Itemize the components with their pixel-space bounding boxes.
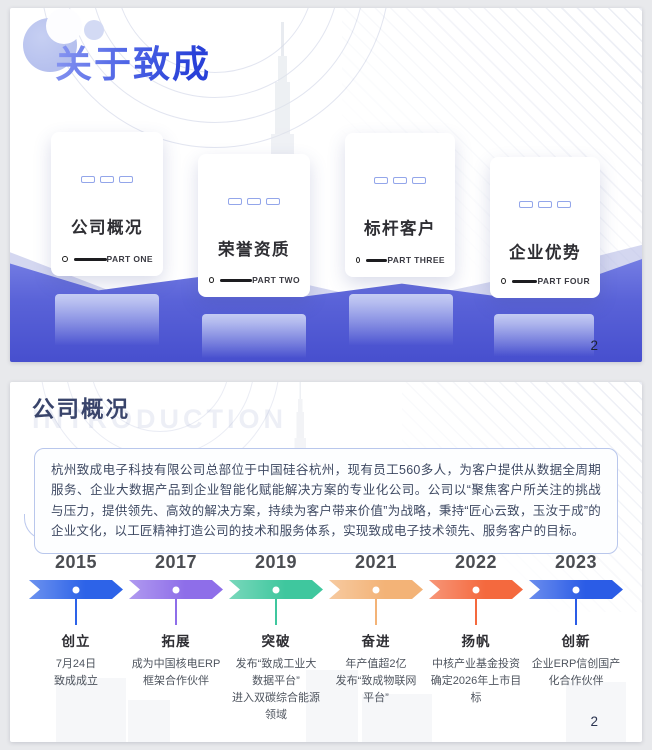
timeline-item-2015: 2015 创立 7月24日 致成成立 [26,552,126,724]
timeline-year: 2017 [154,552,198,572]
timeline-year: 2021 [354,552,398,572]
circle-bullet-icon [356,257,361,263]
timeline-item-2022: 2022 扬帆 中核产业基金投资 确定2026年上市目 标 [426,552,526,724]
circle-bullet-icon [209,277,215,283]
divider-line [366,258,388,262]
timeline-dot-icon [273,586,280,593]
slide-about[interactable]: 关于致成 公司概况 PART ONE 荣誉资质 PART TWO 标杆客户 PA… [10,8,642,362]
section-card-customers[interactable]: 标杆客户 PART THREE [345,133,455,277]
timeline-description: 成为中国核电ERP 框架合作伙伴 [131,658,221,688]
window-rects-icon [51,176,163,183]
skyline-watermark [362,694,432,742]
timeline-description: 7月24日 致成成立 [54,658,98,688]
timeline-connector [474,599,478,625]
timeline-dot-icon [573,586,580,593]
divider-line [511,279,538,283]
timeline-dot-icon [73,586,80,593]
timeline-label: 扬帆 [461,634,491,649]
timeline-item-2017: 2017 拓展 成为中国核电ERP 框架合作伙伴 [126,552,226,724]
card-reflection [494,314,594,360]
circle-bullet-icon [501,278,506,284]
section-card-honors[interactable]: 荣誉资质 PART TWO [198,154,310,297]
company-intro-text: 杭州致成电子科技有限公司总部位于中国硅谷杭州，现有员工560多人，为客户提供从数… [34,448,618,554]
window-rects-icon [198,198,310,205]
part-label: PART THREE [387,255,445,265]
timeline-arrow [229,580,323,599]
timeline: 2015 创立 7月24日 致成成立 2017 拓展 成为中国核电ERP 框架合… [26,552,626,724]
page-number: 2 [590,714,598,729]
slide-title: 公司概况 [32,397,131,422]
skyline-watermark [306,670,358,742]
timeline-description: 发布“致成工业大 数据平台” 进入双碳综合能源 领域 [232,658,320,722]
circle-decoration [46,8,82,44]
timeline-arrow [429,580,523,599]
timeline-description: 年产值超2亿 发布“致成物联网 平台” [335,658,417,705]
window-rects-icon [345,177,455,184]
part-label: PART FOUR [537,276,590,286]
card-title: 企业优势 [509,244,581,262]
timeline-arrow [329,580,423,599]
window-rects-icon [490,201,600,208]
page-number: 2 [590,338,598,353]
timeline-year: 2022 [454,552,498,572]
timeline-item-2019: 2019 突破 发布“致成工业大 数据平台” 进入双碳综合能源 领域 [226,552,326,724]
section-card-advantages[interactable]: 企业优势 PART FOUR [490,157,600,298]
divider-line [73,257,107,261]
timeline-connector [74,599,78,625]
part-label: PART ONE [106,254,153,264]
timeline-dot-icon [473,586,480,593]
timeline-arrow [29,580,123,599]
timeline-year: 2019 [254,552,298,572]
slide-company-overview[interactable]: INTRODUCTION 公司概况 杭州致成电子科技有限公司总部位于中国硅谷杭州… [10,382,642,742]
watermark-text: INTRODUCTION [32,404,287,434]
timeline-connector [374,599,378,625]
card-reflection [202,314,306,362]
timeline-item-2023: 2023 创新 企业ERP信创国产 化合作伙伴 [526,552,626,724]
skyline-watermark [566,682,626,742]
timeline-description: 中核产业基金投资 确定2026年上市目 标 [430,658,522,705]
timeline-label: 创新 [561,634,591,649]
timeline-label: 奋进 [361,634,391,649]
timeline-label: 拓展 [161,634,191,649]
timeline-year: 2023 [554,552,598,572]
timeline-description: 企业ERP信创国产 化合作伙伴 [531,658,621,688]
card-title: 公司概况 [71,219,143,237]
timeline-dot-icon [373,586,380,593]
card-title: 标杆客户 [364,220,436,238]
card-reflection [349,294,453,350]
circle-decoration [84,20,104,40]
divider-line [220,278,253,282]
timeline-connector [574,599,578,625]
skyline-watermark [128,700,170,742]
slide-title: 关于致成 [55,34,211,88]
circle-bullet-icon [62,256,68,262]
timeline-connector [274,599,278,625]
timeline-dot-icon [173,586,180,593]
section-card-company-overview[interactable]: 公司概况 PART ONE [51,132,163,276]
timeline-arrow [129,580,223,599]
card-reflection [55,294,159,350]
timeline-label: 创立 [61,634,91,649]
timeline-item-2021: 2021 奋进 年产值超2亿 发布“致成物联网 平台” [326,552,426,724]
timeline-arrow [529,580,623,599]
timeline-year: 2015 [54,552,98,572]
timeline-connector [174,599,178,625]
skyline-watermark [56,678,126,742]
timeline-label: 突破 [261,634,291,649]
card-title: 荣誉资质 [218,241,290,259]
part-label: PART TWO [252,275,300,285]
